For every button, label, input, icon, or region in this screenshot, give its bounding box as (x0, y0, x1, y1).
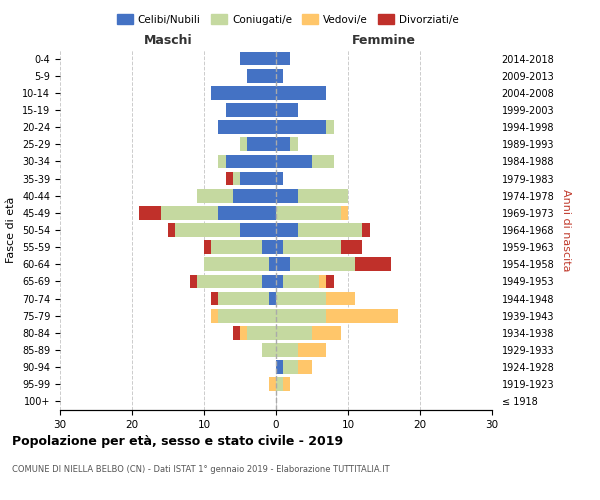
Bar (276, 103, 298, 117)
Bar (276, 172, 283, 185)
Legend: Celibi/Nubili, Coniugati/e, Vedovi/e, Divorziati/e: Celibi/Nubili, Coniugati/e, Vedovi/e, Di… (113, 10, 463, 29)
Bar (283, 274, 319, 288)
Bar (362, 223, 370, 237)
Bar (283, 360, 298, 374)
Bar (276, 223, 298, 237)
Bar (233, 172, 240, 185)
Bar (326, 120, 334, 134)
Bar (319, 274, 326, 288)
Bar (276, 52, 290, 66)
Bar (276, 69, 283, 82)
Bar (247, 138, 276, 151)
Bar (269, 258, 276, 271)
Bar (218, 154, 226, 168)
Bar (262, 343, 276, 357)
Bar (341, 206, 348, 220)
Bar (226, 154, 276, 168)
Bar (312, 326, 341, 340)
Bar (276, 343, 298, 357)
Bar (276, 274, 283, 288)
Bar (326, 292, 355, 306)
Bar (240, 326, 247, 340)
Bar (276, 309, 326, 322)
Bar (240, 223, 276, 237)
Bar (298, 189, 348, 202)
Bar (290, 258, 355, 271)
Bar (276, 120, 326, 134)
Bar (276, 240, 283, 254)
Bar (211, 240, 262, 254)
Y-axis label: Fasce di età: Fasce di età (7, 197, 16, 263)
Bar (326, 309, 398, 322)
Bar (276, 86, 326, 100)
Bar (218, 120, 276, 134)
Bar (355, 258, 391, 271)
Bar (326, 274, 334, 288)
Bar (168, 223, 175, 237)
Bar (233, 189, 276, 202)
Bar (233, 326, 240, 340)
Bar (204, 258, 269, 271)
Bar (211, 309, 218, 322)
Bar (247, 326, 276, 340)
Bar (240, 138, 247, 151)
Bar (240, 52, 276, 66)
Bar (276, 378, 283, 391)
Bar (276, 292, 326, 306)
Bar (341, 240, 362, 254)
Bar (197, 274, 262, 288)
Bar (312, 154, 334, 168)
Bar (298, 223, 362, 237)
Bar (161, 206, 218, 220)
Bar (283, 240, 341, 254)
Bar (290, 138, 298, 151)
Bar (211, 292, 218, 306)
Bar (226, 172, 233, 185)
Bar (247, 69, 276, 82)
Bar (218, 309, 276, 322)
Bar (218, 206, 276, 220)
Bar (276, 154, 312, 168)
Bar (298, 343, 326, 357)
Bar (240, 172, 276, 185)
Text: Popolazione per età, sesso e stato civile - 2019: Popolazione per età, sesso e stato civil… (12, 435, 343, 448)
Bar (276, 360, 283, 374)
Bar (269, 378, 276, 391)
Text: Femmine: Femmine (352, 34, 416, 46)
Bar (226, 103, 276, 117)
Text: Maschi: Maschi (143, 34, 193, 46)
Bar (276, 326, 312, 340)
Bar (262, 240, 276, 254)
Bar (298, 360, 312, 374)
Bar (262, 274, 276, 288)
Y-axis label: Anni di nascita: Anni di nascita (561, 188, 571, 271)
Bar (276, 189, 298, 202)
Bar (218, 292, 269, 306)
Bar (276, 258, 290, 271)
Bar (190, 274, 197, 288)
Bar (276, 206, 341, 220)
Bar (269, 292, 276, 306)
Bar (204, 240, 211, 254)
Bar (283, 378, 290, 391)
Bar (197, 189, 233, 202)
Bar (139, 206, 161, 220)
Bar (276, 138, 290, 151)
Text: COMUNE DI NIELLA BELBO (CN) - Dati ISTAT 1° gennaio 2019 - Elaborazione TUTTITAL: COMUNE DI NIELLA BELBO (CN) - Dati ISTAT… (12, 465, 389, 474)
Bar (211, 86, 276, 100)
Bar (175, 223, 240, 237)
